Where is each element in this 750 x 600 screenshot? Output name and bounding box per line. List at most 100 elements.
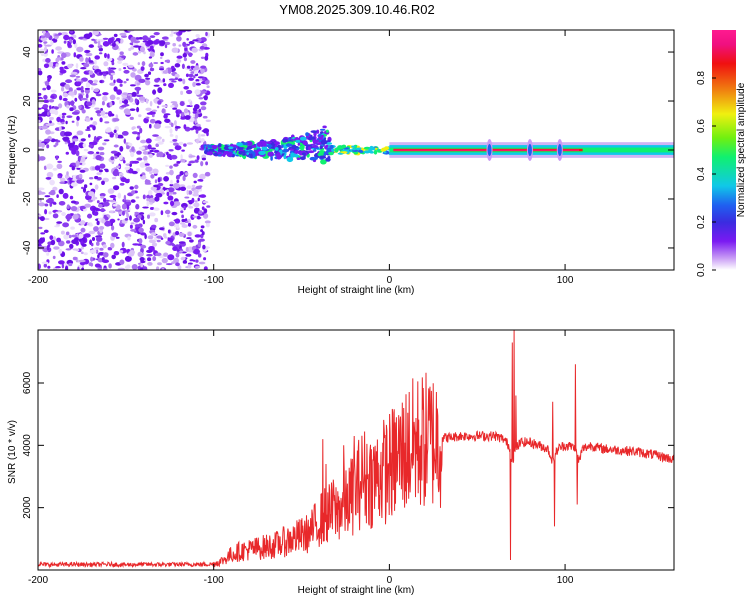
spectrogram-noise-speck xyxy=(78,259,86,263)
spectrogram-noise-speck xyxy=(113,185,120,191)
spectrogram-noise-speck xyxy=(70,100,75,107)
spectrogram-noise-speck xyxy=(102,142,107,146)
spectrogram-signal-blob xyxy=(256,142,262,147)
spectrogram-noise-speck xyxy=(136,157,143,161)
spectrogram-noise-speck xyxy=(82,236,86,243)
spectrogram-noise-speck xyxy=(69,195,74,200)
spectrogram-noise-speck xyxy=(38,92,42,96)
spectrogram-noise-speck xyxy=(55,266,61,269)
spectrogram-noise-speck xyxy=(58,188,64,195)
spectrogram-noise-speck xyxy=(186,105,193,107)
spectrogram-noise-speck xyxy=(163,233,167,238)
spectrogram-noise-speck xyxy=(126,204,130,210)
spectrogram-noise-speck xyxy=(170,30,174,35)
spectrogram-noise-speck xyxy=(133,45,141,48)
spectrogram-noise-speck xyxy=(48,61,54,68)
spectrogram-noise-speck xyxy=(180,90,184,95)
spectrogram-noise-speck xyxy=(146,249,153,253)
spectrogram-noise-speck xyxy=(179,171,184,176)
spectrogram-noise-speck xyxy=(80,220,86,226)
spectrogram-noise-speck xyxy=(127,236,131,241)
spectrogram-noise-speck xyxy=(200,65,207,69)
spectrogram-signal-blob xyxy=(323,133,327,137)
spectrogram-noise-speck xyxy=(64,141,68,145)
spectrogram-noise-speck xyxy=(146,253,153,257)
spectrogram-noise-speck xyxy=(129,224,133,229)
spectrogram-noise-speck xyxy=(103,61,109,67)
spectrogram-noise-speck xyxy=(47,265,51,269)
spectrogram-noise-speck xyxy=(160,210,164,216)
spectrogram-signal-blob xyxy=(325,144,329,148)
x-tick-label: 0 xyxy=(387,575,393,586)
spectrogram-noise-speck xyxy=(192,125,198,130)
snr-panel: -200 -100 0 100 2000 4000 6000 Height of strai… xyxy=(7,329,675,596)
spectrogram-noise-speck xyxy=(61,212,66,216)
spectrogram-noise-speck xyxy=(135,196,140,199)
spectrogram-noise-speck xyxy=(102,95,108,102)
spectrogram-signal-blob xyxy=(310,130,318,134)
spectrogram-noise-speck xyxy=(93,79,99,84)
spectrogram-noise-speck xyxy=(186,38,189,41)
snr-series-line xyxy=(38,330,674,569)
spectrogram-noise-speck xyxy=(121,55,126,59)
spectrogram-noise-speck xyxy=(152,168,159,174)
spectrogram-noise-speck xyxy=(193,248,200,255)
spectrogram-noise-speck xyxy=(65,214,72,220)
spectrogram-noise-speck xyxy=(178,241,186,244)
spectrogram-noise-speck xyxy=(180,111,185,117)
spectrogram-noise-speck xyxy=(201,206,205,210)
spectrogram-tone-centerline xyxy=(393,149,580,151)
spectrogram-noise-speck xyxy=(44,203,49,207)
spectrogram-noise-speck xyxy=(69,243,74,249)
spectrogram-signal-blob xyxy=(279,150,283,154)
spectrogram-noise-speck xyxy=(132,52,139,56)
spectrogram-noise-speck xyxy=(65,151,70,155)
spectrogram-noise-speck xyxy=(58,201,66,206)
spectrogram-noise-speck xyxy=(40,232,46,235)
spectrogram-signal-blob xyxy=(370,147,376,151)
spectrogram-noise-speck xyxy=(96,241,100,246)
y-tick-label: 6000 xyxy=(22,371,33,394)
spectrogram-noise-speck xyxy=(127,95,131,101)
spectrogram-signal-blob xyxy=(261,140,267,146)
spectrogram-noise-speck xyxy=(188,77,195,81)
spectrogram-noise-speck xyxy=(87,213,93,219)
spectrogram-noise-speck xyxy=(155,192,163,198)
spectrogram-noise-speck xyxy=(118,68,122,71)
spectrogram-noise-speck xyxy=(160,52,164,57)
spectrogram-noise-speck xyxy=(46,245,50,251)
spectrogram-noise-speck xyxy=(88,191,95,197)
spectrogram-noise-speck xyxy=(63,34,70,41)
spectrogram-noise-speck xyxy=(172,43,176,47)
spectrogram-noise-speck xyxy=(164,125,172,129)
spectrogram-noise-speck xyxy=(133,217,141,223)
spectrogram-noise-speck xyxy=(80,89,85,93)
spectrogram-noise-speck xyxy=(181,149,185,152)
spectrogram-noise-speck xyxy=(113,144,119,148)
spectrogram-noise-speck xyxy=(94,55,100,60)
spectrogram-signal-blob xyxy=(222,153,226,157)
spectrogram-noise-speck xyxy=(99,80,103,83)
snr-frame xyxy=(37,329,675,571)
spectrogram-noise-speck xyxy=(41,261,49,265)
spectrogram-noise-speck xyxy=(70,182,78,187)
spectrogram-noise-speck xyxy=(106,57,113,62)
spectrogram-noise-speck xyxy=(67,63,73,69)
spectrogram-noise-speck xyxy=(44,209,48,215)
spectrogram-noise-speck xyxy=(121,131,129,136)
spectrogram-noise-speck xyxy=(49,235,54,241)
spectrogram-noise-speck xyxy=(154,196,160,202)
spectrogram-noise-speck xyxy=(195,185,202,190)
spectrogram-signal-blob xyxy=(242,142,248,146)
spectrogram-signal-blob xyxy=(300,136,307,141)
spectrogram-noise-speck xyxy=(75,81,82,86)
spectrogram-noise-speck xyxy=(139,212,145,215)
spectrogram-noise-speck xyxy=(93,88,100,93)
spectrogram-noise-speck xyxy=(69,178,72,185)
spectrogram-noise-speck xyxy=(192,39,199,42)
spectrogram-noise-speck xyxy=(204,171,211,177)
x-tick-label: -200 xyxy=(28,275,48,286)
spectrogram-noise-speck xyxy=(108,199,116,203)
spectrogram-noise-speck xyxy=(204,55,209,61)
spectrogram-noise-speck xyxy=(44,45,47,52)
